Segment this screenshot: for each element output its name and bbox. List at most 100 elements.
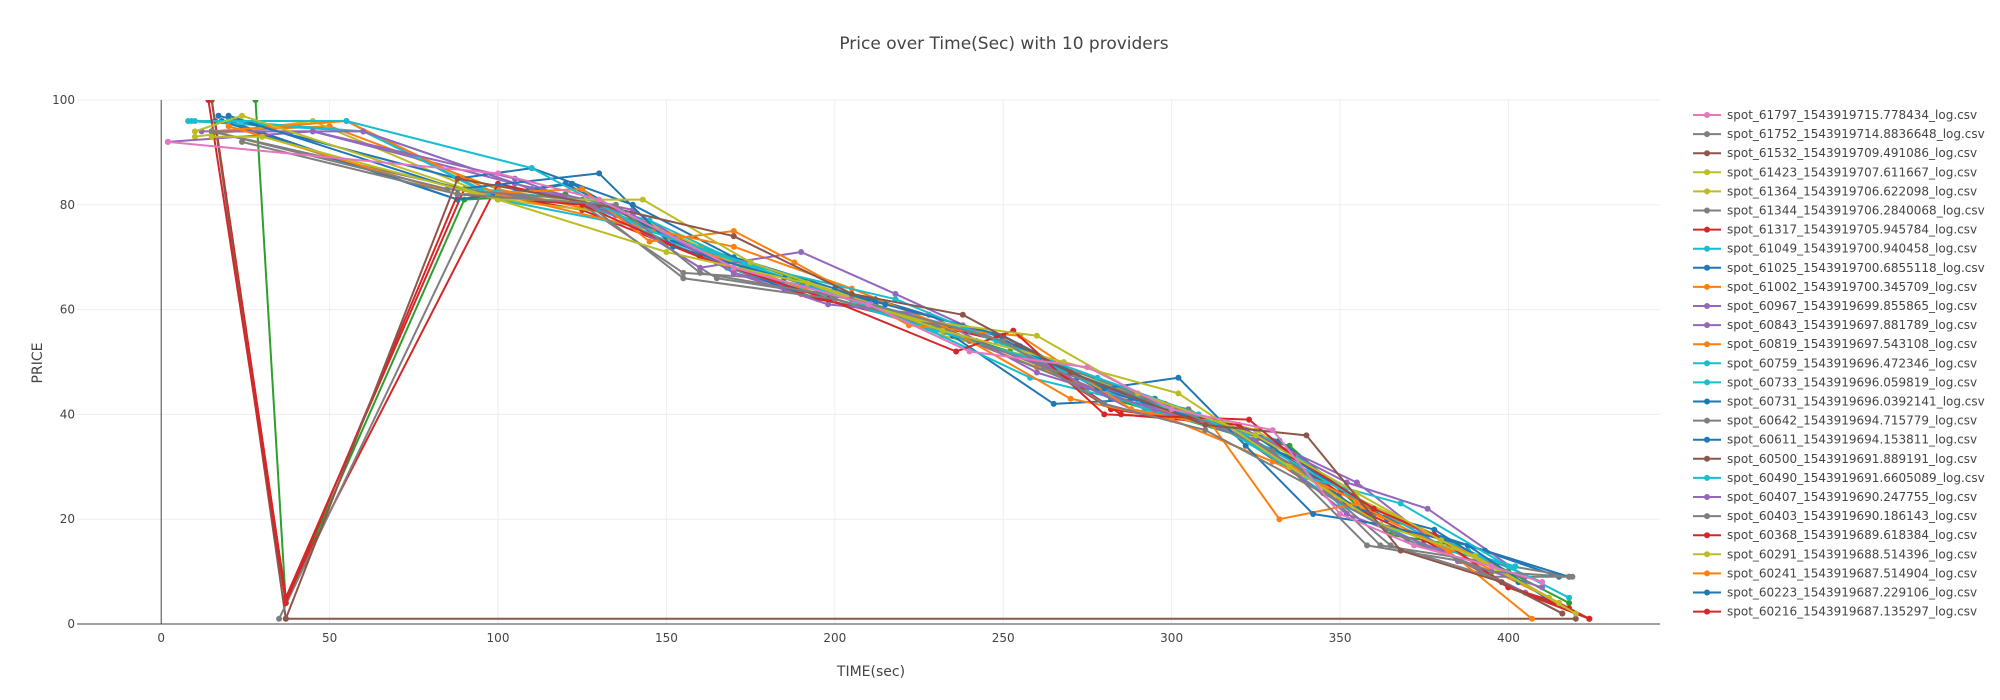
series-spot_61002_1543919700.345709_log.csv <box>225 123 1535 622</box>
data-point <box>1175 374 1182 381</box>
data-point <box>276 615 283 622</box>
legend-item[interactable]: spot_61002_1543919700.345709_log.csv <box>1693 280 1977 294</box>
legend-label: spot_60843_1543919697.881789_log.csv <box>1727 318 1977 332</box>
data-point <box>831 296 838 303</box>
legend-item[interactable]: spot_60967_1543919699.855865_log.csv <box>1693 299 1977 313</box>
legend-item[interactable]: spot_60733_1543919696.059819_log.csv <box>1693 375 1977 389</box>
legend-item[interactable]: spot_61423_1543919707.611667_log.csv <box>1693 165 1977 179</box>
legend-label: spot_61532_1543919709.491086_log.csv <box>1727 146 1977 160</box>
data-point <box>825 301 832 308</box>
legend-item[interactable]: spot_60490_1543919691.6605089_log.csv <box>1693 471 1985 485</box>
legend-label: spot_60967_1543919699.855865_log.csv <box>1727 299 1977 313</box>
data-point <box>1202 421 1209 428</box>
legend-item[interactable]: spot_60216_1543919687.135297_log.csv <box>1693 605 1977 619</box>
legend-item[interactable]: spot_60843_1543919697.881789_log.csv <box>1693 318 1977 332</box>
data-point <box>1337 511 1343 517</box>
legend-item[interactable]: spot_60819_1543919697.543108_log.csv <box>1693 337 1977 351</box>
legend-item[interactable]: spot_61532_1543919709.491086_log.csv <box>1693 146 1977 160</box>
x-axis-title: TIME(sec) <box>836 664 905 680</box>
data-point <box>454 191 461 198</box>
data-point <box>1067 369 1074 376</box>
legend-item[interactable]: spot_61364_1543919706.622098_log.csv <box>1693 184 1977 198</box>
legend-item[interactable]: spot_61344_1543919706.2840068_log.csv <box>1693 204 1985 218</box>
data-point <box>569 180 576 187</box>
legend-item[interactable]: spot_60731_1543919696.0392141_log.csv <box>1693 395 1985 409</box>
y-tick-label: 80 <box>60 198 75 212</box>
data-point <box>953 348 960 355</box>
legend-item[interactable]: spot_60223_1543919687.229106_log.csv <box>1693 586 1977 600</box>
data-point <box>282 615 289 622</box>
legend-label: spot_60216_1543919687.135297_log.csv <box>1727 605 1977 619</box>
legend-label: spot_60291_1543919688.514396_log.csv <box>1727 547 1977 561</box>
data-point <box>343 118 350 124</box>
x-tick-label: 100 <box>487 631 510 645</box>
data-point <box>1505 563 1512 570</box>
series-line <box>241 140 1570 578</box>
data-point <box>528 165 535 172</box>
data-point <box>259 133 266 140</box>
legend-swatch-marker <box>1704 264 1710 271</box>
legend-label: spot_61752_1543919714.8836648_log.csv <box>1727 127 1985 141</box>
data-point <box>646 238 653 245</box>
legend-item[interactable]: spot_60291_1543919688.514396_log.csv <box>1693 547 1977 561</box>
grid <box>77 99 1660 624</box>
legend-swatch-marker <box>1704 283 1710 290</box>
y-tick-label: 0 <box>67 617 75 631</box>
data-point <box>1512 563 1519 570</box>
legend-label: spot_61049_1543919700.940458_log.csv <box>1727 242 1977 256</box>
legend-item[interactable]: spot_61752_1543919714.8836648_log.csv <box>1693 127 1985 141</box>
data-point <box>730 269 737 276</box>
data-point <box>1050 400 1057 407</box>
legend-label: spot_60731_1543919696.0392141_log.csv <box>1727 395 1985 409</box>
data-point <box>892 290 899 297</box>
data-point <box>1202 427 1209 434</box>
legend-item[interactable]: spot_61797_1543919715.778434_log.csv <box>1693 108 1977 122</box>
legend-item[interactable]: spot_60500_1543919691.889191_log.csv <box>1693 452 1977 466</box>
legend-label: spot_60733_1543919696.059819_log.csv <box>1727 375 1977 389</box>
data-point <box>865 301 872 308</box>
legend-item[interactable]: spot_60611_1543919694.153811_log.csv <box>1693 433 1977 447</box>
data-point <box>1269 458 1276 465</box>
legend-label: spot_61025_1543919700.6855118_log.csv <box>1727 261 1985 275</box>
data-point <box>1242 442 1249 449</box>
data-point <box>1572 610 1579 617</box>
legend-label: spot_61423_1543919707.611667_log.csv <box>1727 165 1977 179</box>
data-point <box>848 290 855 297</box>
data-point <box>1310 511 1317 517</box>
data-point <box>208 128 215 135</box>
data-point <box>1411 542 1418 549</box>
legend-item[interactable]: spot_60403_1543919690.186143_log.csv <box>1693 509 1977 523</box>
tick-labels: 0 50 100 150 200 250 300 350 400 0 20 40 60 80 100 <box>52 93 1520 645</box>
legend-swatch-marker <box>1704 379 1710 386</box>
x-tick-label: 400 <box>1497 631 1520 645</box>
data-point <box>1586 615 1593 622</box>
data-point <box>730 243 737 250</box>
legend-item[interactable]: spot_60759_1543919696.472346_log.csv <box>1693 356 1977 370</box>
data-point <box>697 269 704 276</box>
legend-item[interactable]: spot_61049_1543919700.940458_log.csv <box>1693 242 1977 256</box>
data-point <box>1572 615 1579 622</box>
legend-item[interactable]: spot_60407_1543919690.247755_log.csv <box>1693 490 1977 504</box>
legend-swatch-marker <box>1704 169 1710 176</box>
legend-label: spot_60223_1543919687.229106_log.csv <box>1727 586 1977 600</box>
data-point <box>730 233 737 240</box>
data-point <box>663 249 670 255</box>
series-line <box>284 177 1563 620</box>
legend[interactable]: spot_61797_1543919715.778434_log.csvspot… <box>1693 108 1985 619</box>
legend-swatch-marker <box>1704 436 1710 443</box>
series-spot_60407_1543919690.247755_log.csv <box>198 128 1529 580</box>
legend-item[interactable]: spot_60642_1543919694.715779_log.csv <box>1693 414 1977 428</box>
data-point <box>309 128 316 135</box>
data-point <box>730 264 737 271</box>
legend-item[interactable]: spot_61317_1543919705.945784_log.csv <box>1693 223 1977 237</box>
legend-item[interactable]: spot_60241_1543919687.514904_log.csv <box>1693 566 1977 580</box>
data-point <box>798 249 805 255</box>
data-point <box>1353 479 1360 486</box>
legend-item[interactable]: spot_61025_1543919700.6855118_log.csv <box>1693 261 1985 275</box>
data-point <box>1269 427 1276 434</box>
data-point <box>1151 406 1158 413</box>
data-point <box>205 100 212 103</box>
data-point <box>892 296 899 303</box>
legend-item[interactable]: spot_60368_1543919689.618384_log.csv <box>1693 528 1977 542</box>
legend-swatch-marker <box>1704 589 1710 596</box>
